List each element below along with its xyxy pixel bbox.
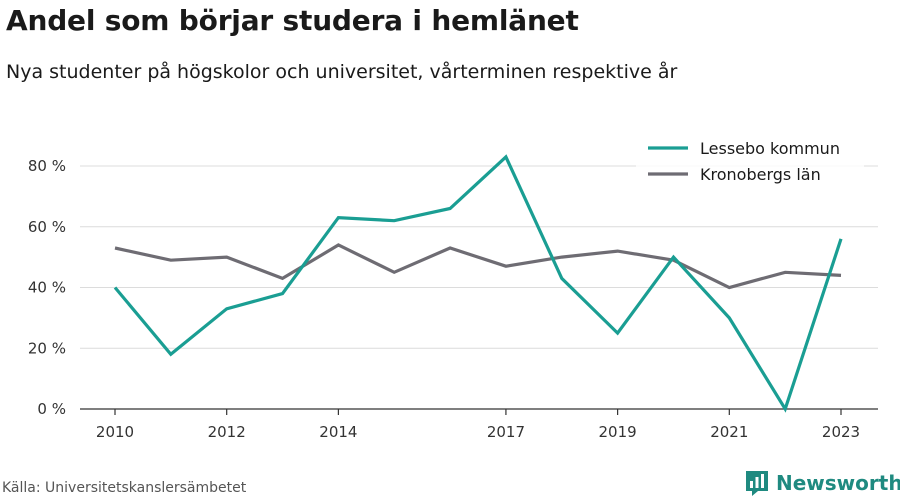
x-tick-label: 2010: [96, 423, 134, 441]
bar-chart-logo-icon: [746, 471, 768, 496]
x-tick-label: 2017: [487, 423, 525, 441]
legend-background: [636, 130, 864, 190]
line-chart: 0 % 20 % 40 % 60 % 80 % 2010 2012 2014 2017 2019…: [27, 130, 878, 441]
legend: Lessebo kommun Kronobergs län: [636, 130, 864, 190]
x-tick-label: 2019: [599, 423, 637, 441]
y-tick-label: 20 %: [28, 339, 66, 357]
x-tick-label: 2021: [710, 423, 748, 441]
series-lines: [113, 154, 843, 413]
y-tick-label: 40 %: [28, 279, 66, 297]
x-tick-label: 2014: [319, 423, 357, 441]
y-tick-label: 0 %: [37, 400, 66, 418]
y-axis-labels: 0 % 20 % 40 % 60 % 80 %: [28, 157, 66, 418]
x-tick-label: 2023: [822, 423, 860, 441]
legend-entry: Kronobergs län: [700, 165, 821, 184]
y-tick-label: 80 %: [28, 157, 66, 175]
x-axis: [80, 408, 878, 415]
chart-subtitle: Nya studenter på högskolor och universit…: [6, 61, 678, 83]
y-tick-label: 60 %: [28, 218, 66, 236]
brand-logo: Newsworthy: [744, 468, 900, 498]
series-line-kronoberg: [114, 243, 842, 290]
x-tick-label: 2012: [208, 423, 246, 441]
chart-title: Andel som börjar studera i hemlänet: [6, 4, 579, 37]
legend-entry: Lessebo kommun: [700, 139, 840, 158]
series-line-lessebo: [113, 154, 843, 413]
x-axis-labels: 2010 2012 2014 2017 2019 2021 2023: [96, 423, 860, 441]
brand-name: Newsworthy: [776, 471, 900, 495]
source-note: Källa: Universitetskanslersämbetet: [2, 480, 247, 496]
